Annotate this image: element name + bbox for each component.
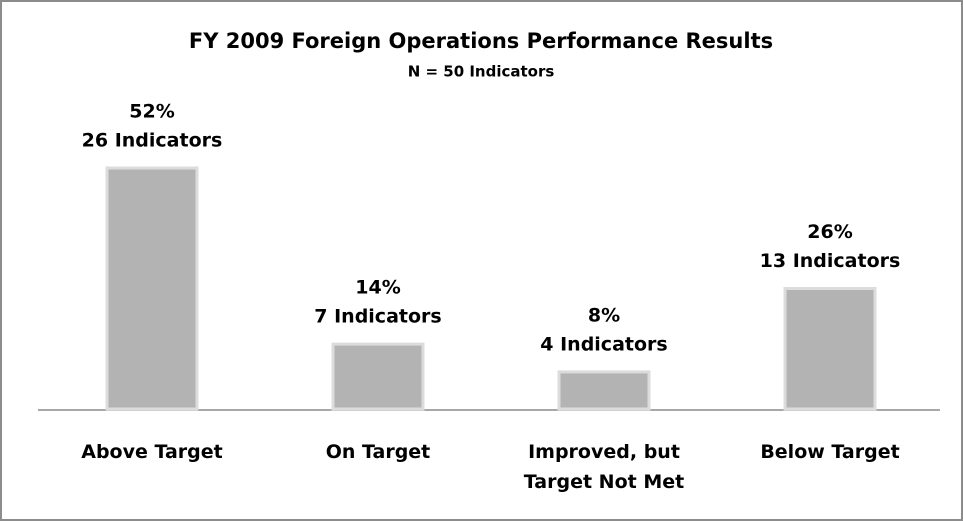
x-tick-label: Above Target [81,441,223,463]
x-tick-label: Below Target [760,441,900,463]
bar [331,342,425,411]
x-tick-label: Improved, but Target Not Met [523,441,685,493]
bar [783,287,877,411]
value-label: 26% [807,221,852,243]
chart-subtitle: N = 50 Indicators [408,63,555,81]
indicator-label: 13 Indicators [760,250,901,272]
indicator-label: 26 Indicators [82,130,223,152]
value-label: 52% [129,101,174,123]
chart-title: FY 2009 Foreign Operations Performance R… [189,29,773,53]
bar [105,166,199,411]
indicator-label: 4 Indicators [540,333,667,355]
value-label: 14% [355,277,400,299]
indicator-label: 7 Indicators [314,306,441,328]
x-tick-label: On Target [325,441,431,463]
bar [557,370,651,411]
value-label: 8% [588,304,620,326]
